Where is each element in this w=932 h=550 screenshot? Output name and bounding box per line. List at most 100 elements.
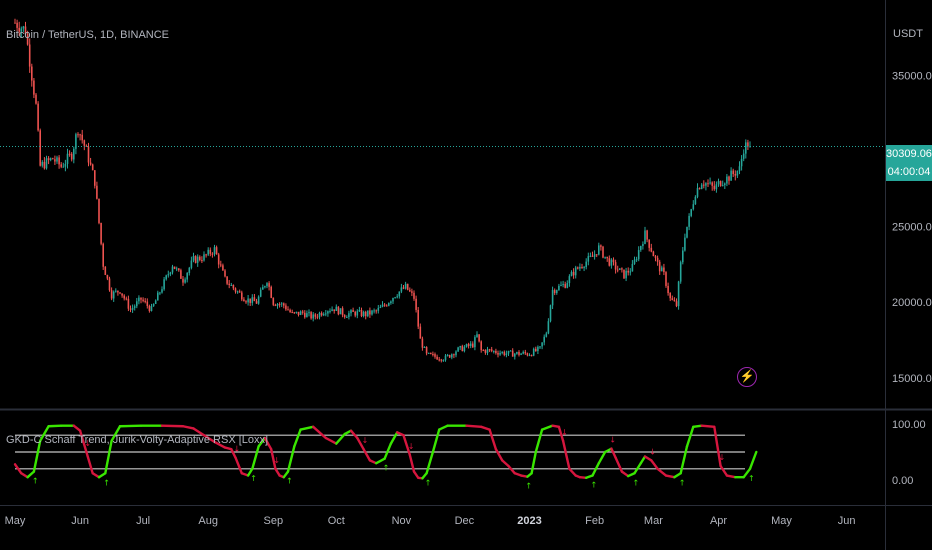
candle-body (537, 346, 539, 352)
candle-body (505, 353, 508, 356)
candle-body (91, 164, 94, 171)
lightning-icon[interactable]: ⚡ (737, 367, 757, 387)
currency-label[interactable]: USDT (893, 28, 923, 40)
candle-body (608, 258, 611, 266)
candle-body (45, 158, 48, 169)
indicator-line-segment (534, 428, 544, 454)
indicator-title[interactable]: GKD-C Schaff Trend, Jurik-Volty-Adaptive… (6, 434, 269, 446)
time-tick-label: Feb (585, 515, 604, 527)
indicator-scale[interactable]: 100.00 0.00 (892, 419, 926, 487)
indicator-line-segment (383, 442, 393, 460)
candle-body (367, 310, 369, 317)
candle-body (320, 312, 323, 316)
candle-body (482, 350, 485, 352)
candle-body (14, 22, 16, 24)
candle-body (180, 270, 182, 279)
indicator-line-segment (270, 448, 277, 470)
candle-body (600, 245, 602, 247)
indicator-line-segment (181, 425, 195, 430)
candle-body (469, 343, 472, 346)
candle-body (516, 351, 518, 354)
candle-body (625, 270, 627, 279)
buy-signal-marker: ↑ (679, 478, 686, 487)
candle-body (507, 350, 510, 354)
candle-body (732, 170, 734, 174)
candle-body (268, 283, 270, 287)
candle-body (745, 142, 747, 154)
candle-body (484, 350, 487, 353)
candle-body (150, 306, 153, 311)
candle-body (331, 309, 333, 311)
buy-signal-marker: ↑ (103, 478, 110, 487)
candle-body (671, 298, 674, 300)
candle-body (558, 285, 560, 291)
candle-body (318, 312, 321, 318)
sell-signal-marker: ↓ (649, 447, 656, 456)
sell-signal-marker: ↓ (609, 436, 616, 445)
candle-body (543, 336, 545, 343)
indicator-line-segment (501, 459, 510, 468)
candle-body (465, 344, 468, 348)
candle-body (415, 298, 417, 310)
candle-body (20, 28, 23, 32)
candle-body (369, 310, 371, 315)
candle-body (627, 270, 629, 273)
buy-signal-marker: ↑ (633, 478, 640, 487)
buy-signal-marker: ↑ (383, 464, 390, 473)
candle-body (226, 276, 228, 284)
indicator-line-segment (685, 425, 695, 448)
candle-body (89, 162, 92, 165)
time-tick-label: Nov (392, 515, 412, 527)
time-scale[interactable]: May Jun Jul Aug Sep Oct Nov Dec 2023 Feb Mar Apr May… (5, 515, 856, 527)
indicator-line-segment (85, 450, 94, 475)
sell-signal-marker: ↓ (561, 428, 568, 437)
candle-body (188, 267, 191, 273)
candle-body (79, 134, 81, 136)
candle-body (696, 188, 699, 197)
candle-body (560, 284, 562, 286)
indicator-line-segment (293, 428, 302, 448)
indicator-line-segment (13, 463, 23, 475)
indicator-line-segment (26, 470, 36, 479)
candle-body (266, 283, 268, 287)
candle-body (312, 314, 314, 319)
buy-signal-marker: ↑ (425, 478, 432, 487)
candle-body (427, 352, 430, 354)
candle-body (730, 170, 732, 181)
candle-body (148, 305, 151, 311)
indicator-line-segment (408, 453, 416, 473)
symbol-title[interactable]: Bitcoin / TetherUS, 1D, BINANCE (6, 29, 170, 41)
candle-body (717, 181, 720, 185)
candle-body (486, 349, 489, 353)
buy-signal-marker: ↑ (591, 481, 598, 490)
candle-body (287, 309, 289, 311)
candle-body (54, 159, 56, 162)
indicator-line-segment (507, 464, 516, 475)
candle-body (43, 161, 46, 169)
indicator-line-segment (719, 464, 729, 477)
indicator-pane[interactable]: ↓ ↓ ↓ ↓ ↓ ↓ ↓ ↓ ↓ ↑ ↑ ↑ ↑ ↑ ↑ ↑ ↑ ↑ ↑ ↑ (13, 424, 758, 491)
candle-body (566, 283, 569, 288)
indicator-line-segment (673, 472, 682, 479)
candle-body (629, 271, 632, 273)
candle-body (684, 237, 686, 251)
indicator-line-segment (234, 456, 244, 475)
candle-body (457, 347, 459, 352)
price-pane[interactable] (0, 18, 885, 363)
candle-body (694, 196, 697, 205)
candle-body (446, 354, 449, 356)
candle-body (175, 268, 178, 270)
candle-body (503, 351, 506, 356)
indicator-line-segment (639, 455, 647, 465)
candle-body (165, 275, 167, 280)
candle-body (314, 314, 317, 317)
candle-body (715, 184, 718, 190)
candle-body (476, 334, 478, 338)
candle-body (539, 346, 541, 348)
candle-body (417, 309, 419, 327)
candle-body (68, 153, 71, 155)
candle-body (348, 313, 350, 317)
candle-body (707, 183, 709, 185)
candle-body (455, 351, 457, 356)
